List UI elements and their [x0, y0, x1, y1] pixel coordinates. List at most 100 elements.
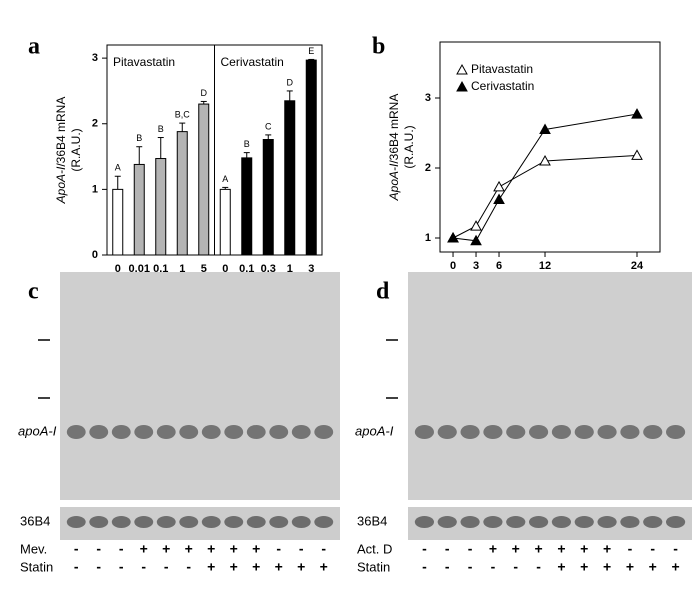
y-axis-unit: (R.A.U.): [402, 125, 416, 168]
treatment-sign: -: [164, 559, 169, 575]
bar: [155, 158, 167, 256]
y-axis-label-text: /36B4 mRNA: [387, 94, 401, 164]
band: [314, 516, 334, 528]
bar: [284, 100, 296, 256]
band: [620, 516, 640, 528]
significance-letter: E: [308, 46, 314, 56]
treatment-sign: +: [580, 541, 588, 557]
band: [314, 425, 334, 439]
panel-label: b: [372, 34, 385, 60]
treatment-sign: -: [468, 541, 473, 557]
treatment-sign: -: [445, 541, 450, 557]
group-name: Pitavastatin: [113, 55, 175, 69]
marker: [631, 149, 643, 160]
treatment-sign: +: [230, 559, 238, 575]
band: [643, 425, 663, 439]
treatment-sign: +: [603, 559, 611, 575]
band: [89, 425, 109, 439]
significance-letter: A: [115, 163, 121, 173]
band: [437, 516, 457, 528]
x-tick-label: 12: [539, 260, 551, 272]
panel-label: c: [28, 279, 39, 305]
treatment-sign: -: [119, 559, 124, 575]
bar: [176, 131, 188, 256]
row-label: Act. D: [357, 541, 392, 556]
treatment-sign: +: [252, 559, 260, 575]
treatment-sign: +: [626, 559, 634, 575]
treatment-sign: -: [321, 541, 326, 557]
band-label: apoA-I: [355, 423, 394, 438]
band: [269, 425, 289, 439]
treatment-sign: +: [185, 541, 193, 557]
band-label: 36B4: [357, 513, 387, 528]
marker: [539, 123, 551, 134]
band: [89, 516, 109, 528]
band: [269, 516, 289, 528]
band: [574, 425, 594, 439]
row-label: Mev.: [20, 541, 47, 556]
band: [246, 425, 266, 439]
treatment-sign: -: [186, 559, 191, 575]
treatment-sign: +: [512, 541, 520, 557]
treatment-sign: -: [445, 559, 450, 575]
y-axis-unit: (R.A.U.): [69, 128, 83, 171]
row-label: Statin: [357, 559, 390, 574]
band: [66, 425, 86, 439]
significance-letter: B: [158, 124, 164, 134]
marker: [470, 220, 482, 231]
band: [414, 516, 435, 528]
band: [597, 425, 617, 439]
band: [460, 516, 480, 528]
band: [156, 516, 176, 528]
band: [291, 516, 311, 528]
band: [620, 425, 640, 439]
treatment-sign: +: [320, 559, 328, 575]
legend-marker: [456, 63, 468, 75]
bar: [219, 188, 231, 256]
y-tick-label: 2: [92, 118, 98, 130]
x-tick-label: 6: [496, 260, 502, 272]
band: [437, 425, 457, 439]
treatment-sign: +: [534, 541, 542, 557]
x-tick-label: 5: [201, 263, 207, 275]
treatment-sign: +: [230, 541, 238, 557]
band: [134, 425, 154, 439]
treatment-sign: -: [628, 541, 633, 557]
y-tick-label: 3: [425, 92, 431, 104]
treatment-sign: -: [650, 541, 655, 557]
y-axis-label: ApoA-I/36B4 mRNA: [54, 97, 68, 205]
treatment-sign: +: [297, 559, 305, 575]
treatment-sign: +: [207, 559, 215, 575]
treatment-sign: -: [422, 559, 427, 575]
treatment-sign: -: [119, 541, 124, 557]
significance-letter: C: [265, 121, 272, 131]
band: [179, 425, 199, 439]
band: [66, 516, 86, 528]
treatment-sign: +: [649, 559, 657, 575]
treatment-sign: +: [580, 559, 588, 575]
treatment-sign: -: [513, 559, 518, 575]
y-tick-label: 0: [92, 249, 98, 261]
legend-label: Cerivastatin: [471, 79, 534, 93]
panel-label: a: [28, 34, 40, 60]
treatment-sign: +: [140, 541, 148, 557]
x-tick-label: 0: [450, 260, 456, 272]
treatment-sign: -: [468, 559, 473, 575]
treatment-sign: +: [489, 541, 497, 557]
x-tick-label: 1: [179, 263, 185, 275]
band: [460, 425, 480, 439]
treatment-sign: -: [74, 541, 79, 557]
band: [291, 425, 311, 439]
treatment-sign: -: [299, 541, 304, 557]
band: [551, 516, 572, 528]
treatment-sign: -: [141, 559, 146, 575]
treatment-sign: +: [252, 541, 260, 557]
treatment-sign: +: [557, 541, 565, 557]
y-tick-label: 1: [92, 183, 98, 195]
treatment-sign: -: [536, 559, 541, 575]
treatment-sign: +: [207, 541, 215, 557]
band: [665, 516, 686, 528]
marker: [447, 231, 459, 243]
band: [574, 516, 594, 528]
